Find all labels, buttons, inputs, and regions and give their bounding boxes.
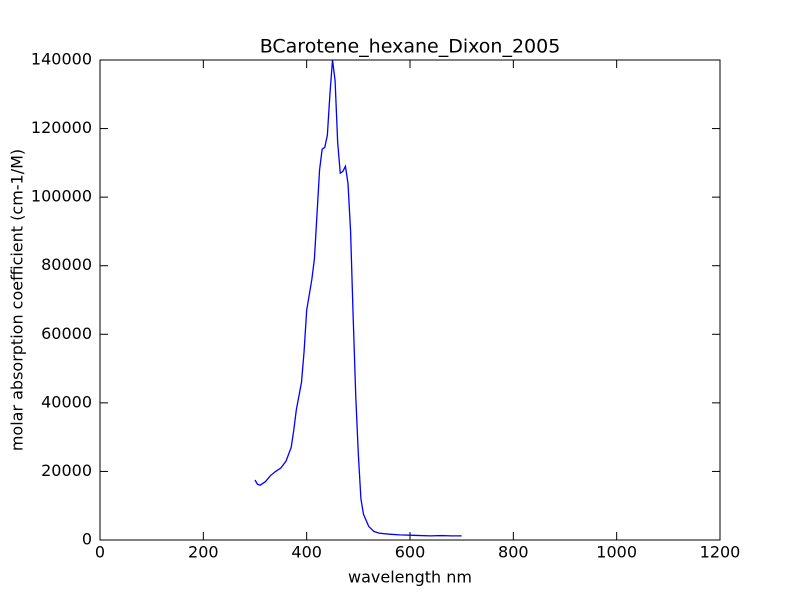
x-axis-label: wavelength nm bbox=[348, 568, 472, 587]
x-tick-label: 400 bbox=[291, 543, 322, 562]
x-tick-label: 600 bbox=[395, 543, 426, 562]
y-tick-label: 140000 bbox=[31, 50, 92, 69]
x-tick-label: 1000 bbox=[596, 543, 637, 562]
data-line bbox=[254, 59, 462, 537]
plot-frame bbox=[99, 59, 721, 541]
y-tick-label: 60000 bbox=[41, 324, 92, 343]
y-tick-label: 20000 bbox=[41, 461, 92, 480]
y-tick-label: 0 bbox=[82, 530, 92, 549]
chart-title: BCarotene_hexane_Dixon_2005 bbox=[260, 36, 561, 58]
x-tick-label: 0 bbox=[95, 543, 105, 562]
y-axis-label: molar absorption coefficient (cm-1/M) bbox=[8, 149, 27, 451]
x-tick-label: 800 bbox=[498, 543, 529, 562]
x-tick-label: 200 bbox=[188, 543, 219, 562]
y-tick-label: 40000 bbox=[41, 392, 92, 411]
y-tick-label: 120000 bbox=[31, 118, 92, 137]
y-tick-label: 80000 bbox=[41, 255, 92, 274]
y-tick-label: 100000 bbox=[31, 187, 92, 206]
x-tick-label: 1200 bbox=[700, 543, 741, 562]
